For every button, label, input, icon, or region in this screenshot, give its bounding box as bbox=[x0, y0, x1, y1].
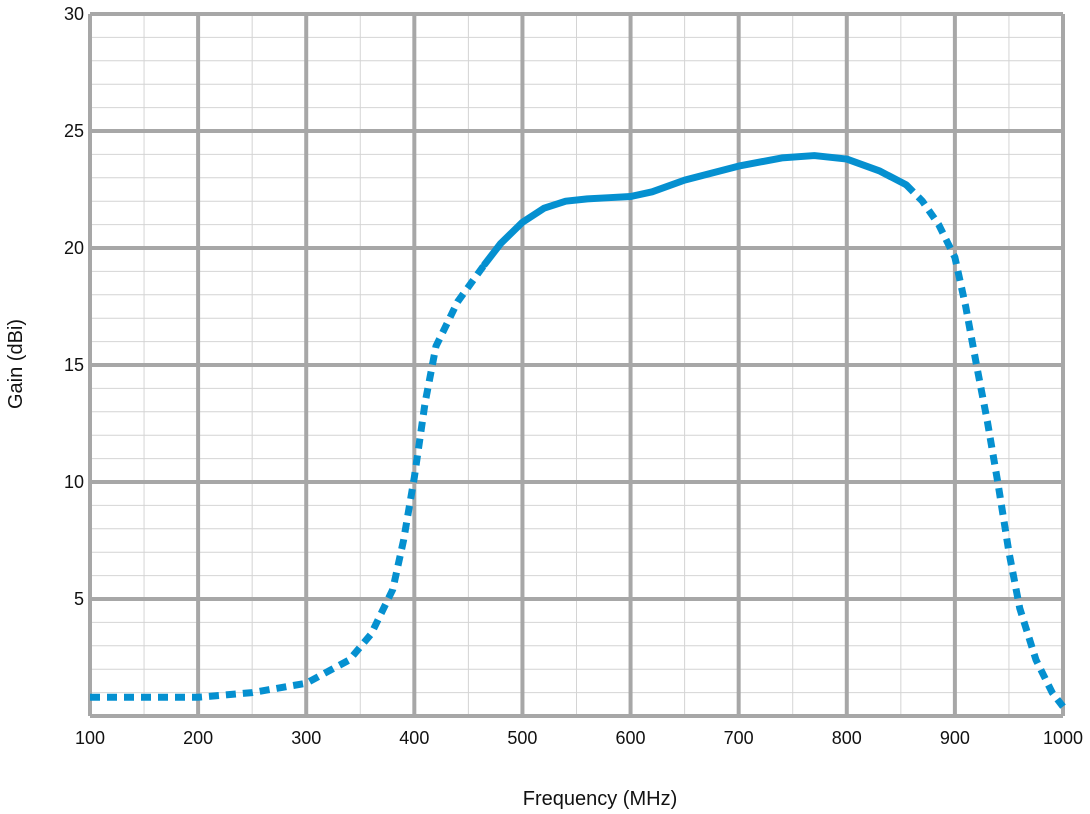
major-grid bbox=[88, 12, 1065, 718]
x-axis-title: Frequency (MHz) bbox=[523, 788, 677, 810]
x-tick-label: 500 bbox=[507, 728, 537, 748]
x-tick-label: 300 bbox=[291, 728, 321, 748]
gain-series-dashed-2 bbox=[903, 182, 1066, 709]
x-tick-label: 200 bbox=[183, 728, 213, 748]
y-tick-labels: 5 10 15 20 25 30 bbox=[64, 4, 84, 609]
x-tick-label: 800 bbox=[832, 728, 862, 748]
y-tick-label: 20 bbox=[64, 238, 84, 258]
x-tick-label: 700 bbox=[724, 728, 754, 748]
gain-series-dashed-0 bbox=[90, 262, 488, 701]
x-tick-label: 900 bbox=[940, 728, 970, 748]
y-tick-label: 5 bbox=[74, 589, 84, 609]
y-tick-label: 30 bbox=[64, 4, 84, 24]
y-axis-title: Gain (dBi) bbox=[5, 319, 27, 409]
x-tick-label: 100 bbox=[75, 728, 105, 748]
y-tick-label: 10 bbox=[64, 472, 84, 492]
y-tick-label: 15 bbox=[64, 355, 84, 375]
x-tick-label: 1000 bbox=[1043, 728, 1083, 748]
gain-series-solid-1 bbox=[481, 152, 910, 268]
x-tick-label: 400 bbox=[399, 728, 429, 748]
x-tick-label: 600 bbox=[616, 728, 646, 748]
x-tick-labels: 100 200 300 400 500 600 700 800 900 1000 bbox=[75, 728, 1083, 748]
gain-curve bbox=[90, 152, 1066, 709]
y-tick-label: 25 bbox=[64, 121, 84, 141]
